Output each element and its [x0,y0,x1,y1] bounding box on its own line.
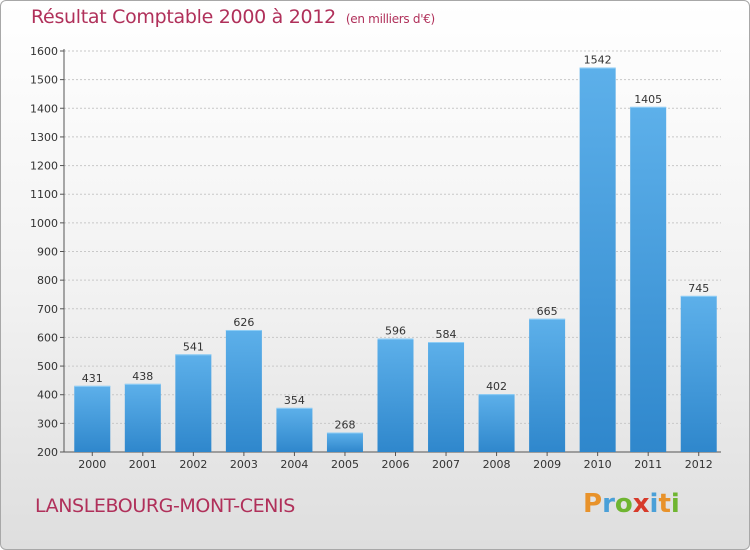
bar [124,383,161,452]
y-tick-label: 1400 [30,102,58,115]
x-tick-label: 2004 [280,458,308,471]
x-tick-label: 2006 [382,458,410,471]
bar [326,432,363,452]
bar-value-label: 541 [183,340,204,353]
bar [680,295,717,452]
proxiti-logo: Proxiti [583,489,680,519]
bar-value-label: 596 [385,325,406,338]
bar-value-label: 354 [284,394,305,407]
y-tick-label: 1500 [30,74,58,87]
y-tick-label: 1100 [30,188,58,201]
bar [225,329,262,452]
x-tick-label: 2005 [331,458,359,471]
logo-letter: o [614,489,633,519]
y-tick-label: 400 [37,389,58,402]
x-tick-label: 2012 [685,458,713,471]
bar [529,318,566,452]
y-tick-label: 700 [37,303,58,316]
chart-title-text: Résultat Comptable 2000 à 2012 [31,6,336,28]
logo-letter: t [658,489,671,519]
commune-name: LANSLEBOURG-MONT-CENIS [35,495,295,517]
bar-value-label: 665 [537,305,558,318]
x-tick-label: 2009 [533,458,561,471]
x-tick-label: 2000 [78,458,106,471]
x-tick-label: 2003 [230,458,258,471]
bar [276,407,313,452]
logo-letter: r [602,489,615,519]
bar [74,385,111,452]
bar-value-label: 745 [688,282,709,295]
y-tick-label: 200 [37,446,58,459]
bar-value-label: 438 [132,370,153,383]
y-tick-label: 900 [37,246,58,259]
bar [377,338,414,452]
bar [478,394,515,452]
logo-letter: i [649,489,659,519]
bar-value-label: 431 [82,372,103,385]
x-tick-label: 2011 [634,458,662,471]
logo-letter: x [632,489,650,519]
bar [428,342,465,452]
x-tick-label: 2001 [129,458,157,471]
bar-value-label: 268 [334,419,355,432]
y-tick-label: 600 [37,331,58,344]
bar [630,106,667,452]
bar [175,354,212,452]
x-tick-label: 2002 [179,458,207,471]
bar-value-label: 584 [436,328,457,341]
chart-unit-label: (en milliers d'€) [345,12,435,26]
bar-value-label: 402 [486,380,507,393]
y-tick-label: 500 [37,360,58,373]
y-tick-label: 1300 [30,131,58,144]
chart-title: Résultat Comptable 2000 à 2012 (en millie… [31,6,435,28]
y-tick-label: 1000 [30,217,58,230]
x-tick-label: 2008 [483,458,511,471]
bar-value-label: 1542 [584,54,612,67]
y-tick-label: 1600 [30,45,58,58]
y-tick-label: 300 [37,417,58,430]
x-tick-label: 2007 [432,458,460,471]
y-tick-label: 800 [37,274,58,287]
bar [579,67,616,452]
bar-value-label: 626 [233,316,254,329]
x-tick-label: 2010 [584,458,612,471]
bar-value-label: 1405 [634,93,662,106]
y-tick-label: 1200 [30,160,58,173]
logo-letter: i [670,489,680,519]
logo-letter: P [583,489,603,519]
